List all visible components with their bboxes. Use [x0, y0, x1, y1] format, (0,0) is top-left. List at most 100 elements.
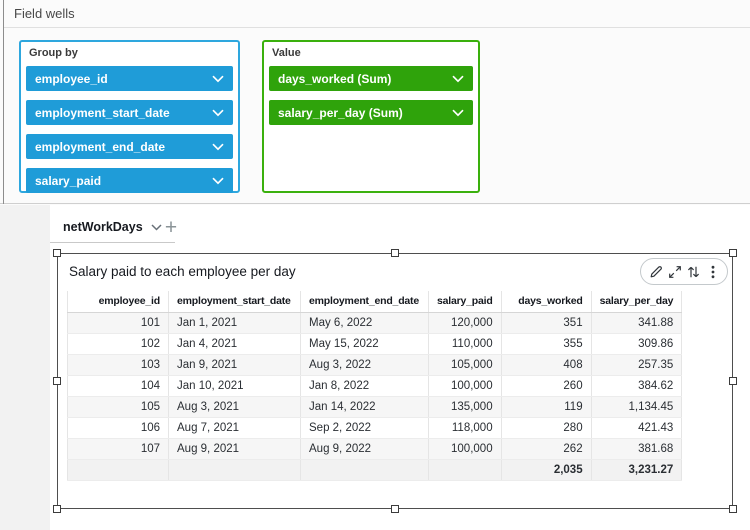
table-cell[interactable]: 100,000: [428, 375, 502, 397]
column-header[interactable]: salary_per_day: [591, 291, 683, 313]
table-cell[interactable]: 102: [67, 333, 169, 355]
field-wells-panel: Field wells Group by employee_id employm…: [0, 0, 750, 204]
group-by-well: Group by employee_id employment_start_da…: [19, 40, 240, 193]
resize-handle-ne[interactable]: [729, 249, 737, 257]
sheet-canvas: netWorkDays + Salary paid to each employ…: [0, 205, 750, 530]
table-cell[interactable]: 408: [501, 354, 592, 376]
field-pill[interactable]: days_worked (Sum): [269, 66, 473, 91]
table-cell[interactable]: 105: [67, 396, 169, 418]
table-cell[interactable]: 341.88: [591, 312, 683, 334]
resize-handle-e[interactable]: [729, 377, 737, 385]
table-cell[interactable]: 355: [501, 333, 592, 355]
total-cell: 3,231.27: [591, 459, 683, 481]
table-cell[interactable]: 135,000: [428, 396, 502, 418]
resize-handle-sw[interactable]: [53, 505, 61, 513]
total-cell: [168, 459, 301, 481]
table-cell[interactable]: 118,000: [428, 417, 502, 439]
table-cell[interactable]: May 15, 2022: [300, 333, 429, 355]
chevron-down-icon: [212, 75, 224, 82]
table-cell[interactable]: 104: [67, 375, 169, 397]
table-cell[interactable]: 100,000: [428, 438, 502, 460]
column-header[interactable]: employment_start_date: [168, 291, 301, 313]
chevron-down-icon: [212, 109, 224, 116]
menu-button[interactable]: [703, 261, 722, 282]
table-visual[interactable]: Salary paid to each employee per day: [53, 249, 737, 513]
table-cell[interactable]: May 6, 2022: [300, 312, 429, 334]
table-cell[interactable]: 105,000: [428, 354, 502, 376]
pencil-icon: [650, 265, 662, 277]
add-sheet-button[interactable]: +: [160, 217, 182, 239]
resize-handle-s[interactable]: [391, 505, 399, 513]
field-pill[interactable]: salary_per_day (Sum): [269, 100, 473, 125]
table-cell[interactable]: Aug 9, 2022: [300, 438, 429, 460]
table-cell[interactable]: 384.62: [591, 375, 683, 397]
resize-handle-n[interactable]: [391, 249, 399, 257]
table-cell[interactable]: Jan 1, 2021: [168, 312, 301, 334]
table-cell[interactable]: Jan 4, 2021: [168, 333, 301, 355]
field-pill-label: salary_paid: [35, 173, 102, 188]
table-cell[interactable]: 101: [67, 312, 169, 334]
column-header[interactable]: days_worked: [501, 291, 592, 313]
table-cell[interactable]: 1,134.45: [591, 396, 683, 418]
column-header[interactable]: employee_id: [67, 291, 169, 313]
table-cell[interactable]: Aug 3, 2021: [168, 396, 301, 418]
field-pill-label: salary_per_day (Sum): [278, 105, 403, 120]
left-gutter: [0, 205, 50, 530]
field-pill-label: employment_end_date: [35, 139, 166, 154]
table-cell[interactable]: 106: [67, 417, 169, 439]
sheet-tab-networkdays[interactable]: netWorkDays: [50, 212, 175, 243]
field-pill-label: employment_start_date: [35, 105, 170, 120]
table-cell[interactable]: Aug 3, 2022: [300, 354, 429, 376]
table-row: 102 Jan 4, 2021 May 15, 2022 110,000 355 309.…: [67, 333, 683, 355]
resize-handle-w[interactable]: [53, 377, 61, 385]
table-cell[interactable]: Sep 2, 2022: [300, 417, 429, 439]
table-row: 105 Aug 3, 2021 Jan 14, 2022 135,000 119 1,13…: [67, 396, 683, 418]
chevron-down-icon: [452, 109, 464, 116]
field-pill[interactable]: employee_id: [26, 66, 233, 91]
table-row: 103 Jan 9, 2021 Aug 3, 2022 105,000 408 257.3…: [67, 354, 683, 376]
maximize-button[interactable]: [665, 261, 684, 282]
table-cell[interactable]: 309.86: [591, 333, 683, 355]
chevron-down-icon: [212, 143, 224, 150]
table-total-row: 2,035 3,231.27: [67, 459, 683, 481]
table-cell[interactable]: 257.35: [591, 354, 683, 376]
table-cell[interactable]: 421.43: [591, 417, 683, 439]
sheet-tab-label: netWorkDays: [63, 220, 143, 234]
column-header[interactable]: employment_end_date: [300, 291, 429, 313]
group-by-label: Group by: [29, 47, 78, 59]
edit-visual-button[interactable]: [646, 261, 665, 282]
field-pill[interactable]: employment_start_date: [26, 100, 233, 125]
table-cell[interactable]: 120,000: [428, 312, 502, 334]
table-cell[interactable]: 107: [67, 438, 169, 460]
table-cell[interactable]: Aug 9, 2021: [168, 438, 301, 460]
table-cell[interactable]: Aug 7, 2021: [168, 417, 301, 439]
table-cell[interactable]: 381.68: [591, 438, 683, 460]
field-wells-header[interactable]: Field wells: [4, 0, 750, 28]
field-pill-label: employee_id: [35, 71, 108, 86]
resize-handle-se[interactable]: [729, 505, 737, 513]
table-cell[interactable]: Jan 10, 2021: [168, 375, 301, 397]
visual-title: Salary paid to each employee per day: [69, 264, 296, 279]
chevron-down-icon: [151, 223, 162, 231]
visual-toolbar: [640, 258, 728, 285]
table-cell[interactable]: 110,000: [428, 333, 502, 355]
table-cell[interactable]: 262: [501, 438, 592, 460]
table-cell[interactable]: 119: [501, 396, 592, 418]
chevron-down-icon: [212, 177, 224, 184]
resize-handle-nw[interactable]: [53, 249, 61, 257]
field-pill[interactable]: employment_end_date: [26, 134, 233, 159]
table-cell[interactable]: Jan 9, 2021: [168, 354, 301, 376]
table-cell[interactable]: Jan 14, 2022: [300, 396, 429, 418]
column-header[interactable]: salary_paid: [428, 291, 502, 313]
field-wells-title: Field wells: [14, 6, 75, 21]
table-cell[interactable]: 351: [501, 312, 592, 334]
table-cell[interactable]: Jan 8, 2022: [300, 375, 429, 397]
data-table: employee_id employment_start_date employme…: [67, 291, 683, 481]
table-row: 106 Aug 7, 2021 Sep 2, 2022 118,000 280 421.4…: [67, 417, 683, 439]
field-pill[interactable]: salary_paid: [26, 168, 233, 193]
table-cell[interactable]: 260: [501, 375, 592, 397]
swap-button[interactable]: [684, 261, 703, 282]
table-cell[interactable]: 280: [501, 417, 592, 439]
table-cell[interactable]: 103: [67, 354, 169, 376]
